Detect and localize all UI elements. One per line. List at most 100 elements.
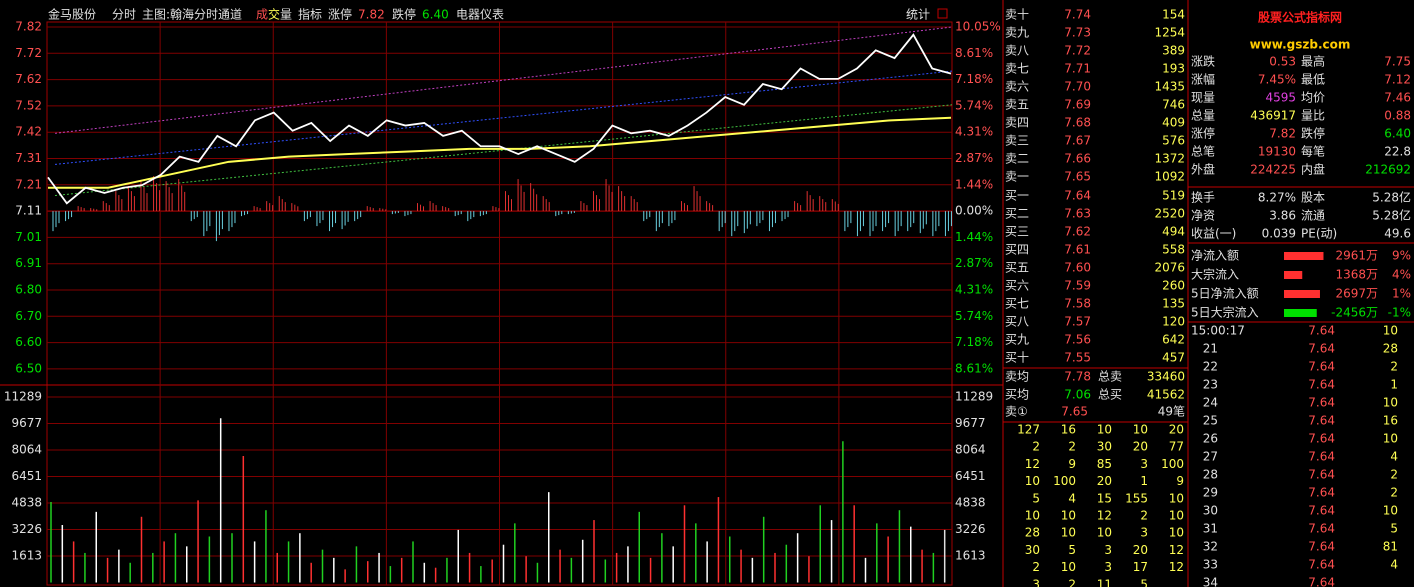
quote-value: 6.40 [1384, 127, 1411, 141]
flow-pct: -1% [1388, 306, 1411, 320]
queue-price: 7.65 [1061, 405, 1088, 419]
queue-label: 卖① [1005, 405, 1028, 419]
price-line [47, 33, 952, 205]
price-tick: 7.31 [15, 151, 42, 165]
book-price: 7.65 [1064, 170, 1091, 184]
book-level: 卖七 [1005, 62, 1029, 76]
queue-volume: 10 [1061, 509, 1076, 523]
pct-tick: 8.61% [955, 361, 993, 375]
quote-label: 涨停 [1191, 126, 1215, 141]
book-level: 买九 [1005, 333, 1029, 347]
book-price: 7.66 [1064, 152, 1091, 166]
flow-pct: 9% [1392, 249, 1411, 263]
quote-value: 4595 [1265, 91, 1296, 105]
book-level: 买五 [1005, 261, 1029, 275]
volume-tick: 1613 [11, 549, 42, 563]
volume-tick: 6451 [11, 469, 42, 483]
summary-label: 买均 [1005, 388, 1029, 402]
quote-value: 7.45% [1258, 73, 1296, 87]
queue-volume: 20 [1169, 423, 1184, 437]
queue-volume: 20 [1097, 474, 1112, 488]
tick-price: 7.64 [1308, 504, 1335, 518]
tick-price: 7.64 [1308, 468, 1335, 482]
tick-time: 31 [1203, 522, 1218, 536]
book-volume: 409 [1162, 116, 1185, 130]
volume-tick: 8064 [955, 443, 986, 457]
queue-volume: 3 [1104, 560, 1112, 574]
quote-label: 内盘 [1301, 162, 1325, 177]
quote-label: 最高 [1301, 54, 1325, 69]
pct-tick: 1.44% [955, 177, 993, 191]
flow-label: 5日大宗流入 [1191, 305, 1259, 320]
book-price: 7.70 [1064, 80, 1091, 94]
quote-value: 212692 [1365, 163, 1411, 177]
book-level: 卖四 [1005, 116, 1029, 130]
queue-volume: 16 [1061, 423, 1076, 437]
quote-label: 跌停 [1301, 126, 1325, 141]
tick-price: 7.64 [1308, 414, 1335, 428]
tick-volume: 5 [1390, 522, 1398, 536]
finance-value: 49.6 [1384, 227, 1411, 241]
logo-url: www.gszb.com [1250, 38, 1351, 52]
book-volume: 576 [1162, 134, 1185, 148]
finance-label: 净资 [1191, 209, 1215, 223]
book-price: 7.71 [1064, 62, 1091, 76]
quote-value: 22.8 [1384, 145, 1411, 159]
header-item: 跌停 [392, 7, 416, 22]
header-item: 6.40 [422, 8, 449, 22]
tick-volume: 10 [1383, 432, 1398, 446]
tick-time: 24 [1203, 396, 1218, 410]
window-button[interactable] [937, 8, 948, 19]
tick-price: 7.64 [1308, 432, 1335, 446]
tick-volume: 81 [1383, 540, 1398, 554]
queue-volume: 2 [1032, 560, 1040, 574]
queue-volume: 10 [1025, 474, 1040, 488]
queue-volume: 12 [1025, 457, 1040, 471]
header-item: 金马股份 [48, 7, 96, 22]
tick-price: 7.64 [1308, 576, 1335, 587]
finance-value: 0.039 [1262, 227, 1296, 241]
tick-price: 7.64 [1308, 522, 1335, 536]
queue-volume: 100 [1053, 474, 1076, 488]
pct-tick: 1.44% [955, 230, 993, 244]
volume-tick: 4838 [11, 496, 42, 510]
queue-volume: 155 [1125, 491, 1148, 505]
flow-bar [1284, 252, 1324, 260]
queue-volume: 10 [1133, 423, 1148, 437]
volume-tick: 3226 [11, 522, 42, 536]
queue-volume: 30 [1025, 543, 1040, 557]
pct-tick: 0.00% [955, 204, 993, 218]
queue-volume: 10 [1025, 509, 1040, 523]
queue-volume: 10 [1169, 491, 1184, 505]
quote-label: 涨幅 [1191, 72, 1215, 87]
book-volume: 120 [1162, 315, 1185, 329]
finance-value: 5.28亿 [1372, 190, 1411, 205]
stats-button[interactable]: 统计 [906, 8, 930, 22]
tick-time: 27 [1203, 450, 1218, 464]
channel-line [54, 26, 953, 134]
pct-tick: 5.74% [955, 98, 993, 112]
volume-tick: 3226 [955, 522, 986, 536]
tick-price: 7.64 [1308, 342, 1335, 356]
flow-label: 5日净流入额 [1191, 287, 1259, 301]
price-tick: 7.82 [15, 20, 42, 34]
price-tick: 6.60 [15, 335, 42, 349]
queue-volume: 100 [1161, 457, 1184, 471]
flow-amount: -2456万 [1331, 306, 1378, 320]
book-level: 卖八 [1005, 44, 1029, 58]
book-volume: 154 [1162, 8, 1185, 22]
finance-label: 收益(一) [1191, 227, 1236, 241]
tick-volume: 2 [1390, 486, 1398, 500]
pct-tick: 2.87% [955, 256, 993, 270]
book-level: 买八 [1005, 315, 1029, 329]
tick-volume: 4 [1390, 558, 1398, 572]
book-level: 卖六 [1005, 80, 1029, 94]
queue-volume: 10 [1097, 526, 1112, 540]
flow-label: 净流入额 [1191, 249, 1239, 263]
book-price: 7.57 [1064, 315, 1091, 329]
book-price: 7.74 [1064, 8, 1091, 22]
book-level: 买一 [1005, 189, 1029, 203]
flow-pct: 1% [1392, 287, 1411, 301]
flow-pct: 4% [1392, 268, 1411, 282]
